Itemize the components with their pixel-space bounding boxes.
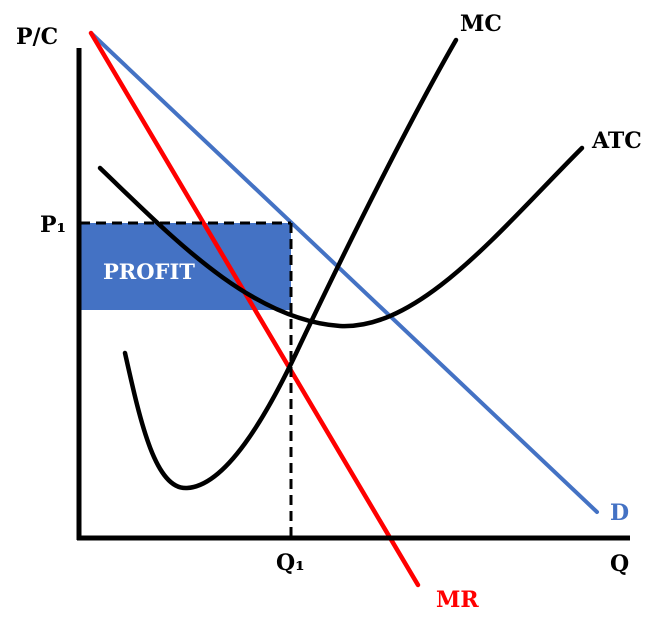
mr-label: MR [436,587,479,613]
profit-label: PROFIT [103,259,195,284]
atc-label: ATC [591,128,642,154]
average-total-cost-curve [97,145,585,329]
demand-curve [89,31,599,514]
quantity-label: Q₁ [276,550,305,576]
y-axis-label: P/C [16,24,58,50]
marginal-cost-curve [122,37,459,491]
mc-label: MC [460,11,502,37]
price-label: P₁ [40,212,66,238]
marginal-revenue-curve [88,30,421,588]
demand-label: D [610,500,629,526]
profit-area [80,223,291,310]
x-axis-label: Q [610,551,629,577]
